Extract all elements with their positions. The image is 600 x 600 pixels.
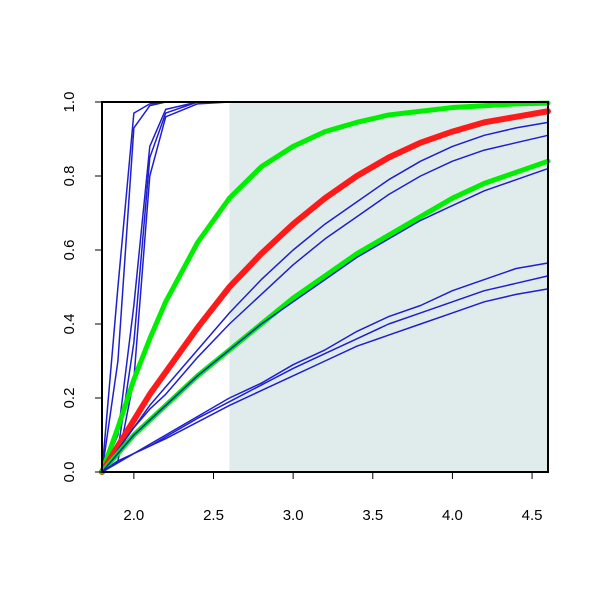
y-axis: 0.0 0.2 0.4 0.6 0.8 1.0 — [61, 92, 102, 483]
x-tick-label: 3.5 — [362, 507, 383, 524]
x-tick-label: 4.5 — [522, 507, 543, 524]
series-line-6 — [99, 100, 551, 475]
series-line-9 — [101, 134, 549, 473]
shaded-region — [229, 102, 548, 472]
x-tick-label: 2.5 — [203, 507, 224, 524]
plot-frame — [101, 101, 549, 473]
series-line-14 — [101, 288, 549, 473]
series-line-8 — [101, 121, 549, 473]
series-line-12 — [101, 262, 549, 473]
series-layer — [99, 100, 551, 475]
series-line-11 — [101, 167, 549, 473]
x-tick-label: 3.0 — [283, 507, 304, 524]
y-tick-label: 0.6 — [61, 240, 78, 261]
x-tick-label: 2.0 — [123, 507, 144, 524]
y-tick-label: 0.8 — [61, 166, 78, 187]
x-tick-label: 4.0 — [442, 507, 463, 524]
y-tick-label: 0.0 — [61, 462, 78, 483]
x-axis: 2.0 2.5 3.0 3.5 4.0 4.5 — [123, 472, 543, 524]
y-tick-label: 0.4 — [61, 314, 78, 335]
series-line-7 — [99, 108, 551, 475]
y-tick-label: 1.0 — [61, 92, 78, 113]
y-tick-label: 0.2 — [61, 388, 78, 409]
